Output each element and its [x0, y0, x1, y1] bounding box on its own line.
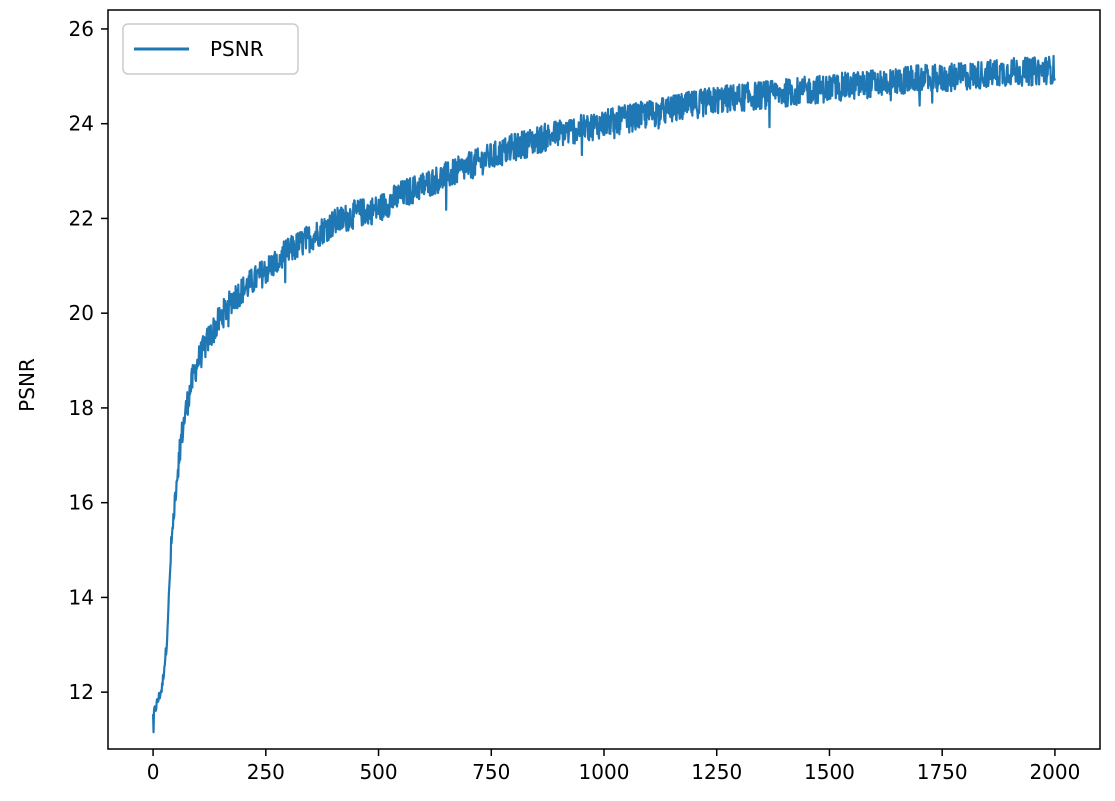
x-tick-label: 750 [472, 760, 510, 784]
x-tick-label: 1250 [691, 760, 742, 784]
y-tick-label: 26 [69, 17, 94, 41]
x-tick-label: 500 [359, 760, 397, 784]
y-tick-label: 24 [69, 112, 94, 136]
x-tick-label: 1500 [804, 760, 855, 784]
x-tick-label: 2000 [1029, 760, 1080, 784]
x-axis: 0 250 500 750 1000 1250 1500 1750 2000 [147, 749, 1080, 784]
legend-box [122, 23, 299, 75]
series-line-psnr [151, 54, 1056, 734]
x-tick-label: 1750 [917, 760, 968, 784]
y-tick-label: 12 [69, 680, 94, 704]
y-tick-label: 14 [69, 585, 94, 609]
y-axis-label: PSNR [15, 358, 39, 412]
x-tick-label: 1000 [579, 760, 630, 784]
x-tick-label: 0 [147, 760, 160, 784]
y-axis: 12 14 16 18 20 22 24 26 [69, 17, 108, 704]
y-tick-label: 20 [69, 301, 94, 325]
x-tick-label: 250 [247, 760, 285, 784]
y-tick-label: 18 [69, 396, 94, 420]
y-tick-label: 16 [69, 491, 94, 515]
legend: PSNR [122, 23, 299, 75]
y-tick-label: 22 [69, 206, 94, 230]
legend-entry-psnr: PSNR [210, 37, 264, 61]
series-layer [151, 54, 1056, 734]
